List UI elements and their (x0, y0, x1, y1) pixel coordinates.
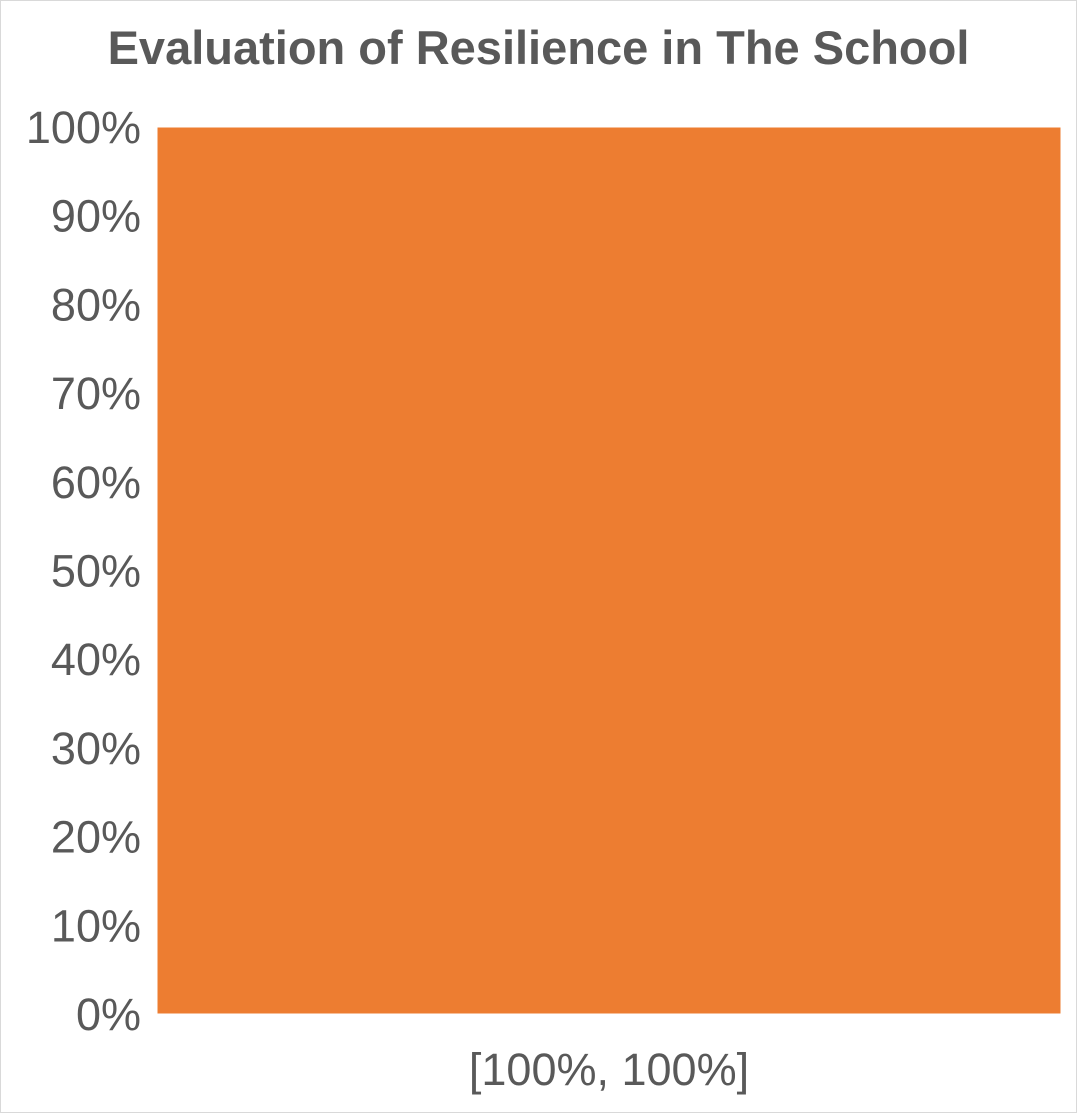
y-tick-label: 60% (51, 457, 141, 508)
y-tick-label: 10% (51, 900, 141, 951)
y-axis: 0% 10% 20% 30% 40% 50% 60% 70% 80% 90% 100% (26, 102, 141, 1040)
y-tick-label: 40% (51, 634, 141, 685)
y-tick-label: 30% (51, 723, 141, 774)
y-tick-label: 70% (51, 368, 141, 419)
bar (156, 126, 1062, 1015)
y-tick-label: 90% (51, 191, 141, 242)
bars (156, 126, 1062, 1015)
x-category-label: [100%, 100%] (469, 1044, 749, 1095)
chart-title: Evaluation of Resilience in The School (107, 21, 970, 74)
x-axis: [100%, 100%] (469, 1044, 749, 1095)
y-tick-label: 80% (51, 279, 141, 330)
y-tick-label: 100% (26, 102, 141, 153)
y-tick-label: 0% (76, 989, 141, 1040)
y-tick-label: 50% (51, 546, 141, 597)
y-tick-label: 20% (51, 812, 141, 863)
